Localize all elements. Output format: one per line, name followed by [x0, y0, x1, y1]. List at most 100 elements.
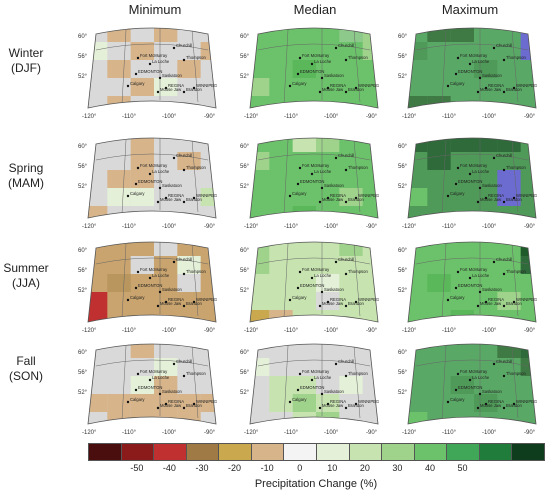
city-marker: [134, 182, 138, 186]
lon-tick-label: -120°: [82, 114, 97, 120]
row-title-winter: Winter (DJF): [0, 46, 52, 76]
colorbar-tick-label: -50: [130, 463, 144, 473]
lat-tick-label: 52°: [240, 74, 250, 80]
city-label: Moose Jaw: [480, 301, 502, 306]
precip-cell: [292, 412, 316, 424]
lon-tick-label: -90°: [366, 430, 378, 436]
city-label: Moose Jaw: [160, 403, 182, 408]
city-marker: [468, 172, 472, 176]
lat-tick-label: 60°: [78, 34, 88, 40]
lat-tick-label: 60°: [78, 144, 88, 150]
precip-cell: [107, 28, 131, 42]
city-label: Saskatoon: [482, 183, 502, 188]
colorbar-swatch: [120, 443, 155, 461]
row-title-line: Fall: [16, 354, 36, 368]
city-label: WINNIPEG: [196, 193, 217, 198]
border-line: [257, 359, 371, 367]
lon-tick-label: -90°: [204, 328, 216, 334]
city-marker: [484, 402, 488, 406]
city-marker: [478, 290, 482, 294]
city-marker: [158, 186, 162, 190]
city-label: La Loche: [152, 273, 170, 278]
map-outline: [249, 343, 379, 425]
city-marker: [148, 62, 152, 66]
city-marker: [354, 196, 358, 200]
city-label: Brandon: [506, 301, 523, 306]
lat-tick-label: 52°: [240, 288, 250, 294]
city-label: Thompson: [186, 165, 206, 170]
city-label: Thompson: [348, 165, 368, 170]
city-label: La Loche: [314, 59, 332, 64]
map-panel-summer-max: Churchill Fort McMurray La Loche Thompson ED…: [398, 232, 538, 334]
map-outline: [407, 343, 537, 425]
city-marker: [288, 298, 292, 302]
city-label: Brandon: [186, 403, 203, 408]
city-label: Fort McMurray: [460, 163, 488, 168]
map-panel-fall-min: Churchill Fort McMurray La Loche Thompson ED…: [78, 334, 218, 436]
colorbar-swatch: [478, 443, 513, 461]
city-marker: [446, 84, 450, 88]
lat-tick-label: 56°: [78, 268, 88, 274]
precip-cell: [130, 412, 154, 424]
border-line: [353, 139, 361, 213]
city-label: REGINA: [330, 193, 346, 198]
city-marker: [320, 392, 324, 396]
city-label: REGINA: [488, 193, 504, 198]
colorbar-tick-label: -30: [195, 463, 209, 473]
city-marker: [182, 374, 186, 378]
lon-tick-label: -100°: [324, 430, 339, 436]
city-label: Fort McMurray: [302, 369, 330, 374]
city-label: Churchill: [176, 153, 192, 158]
city-marker: [446, 400, 450, 404]
city-marker: [476, 200, 480, 204]
city-label: REGINA: [168, 297, 184, 302]
precip-cell: [497, 344, 521, 358]
border-line: [257, 257, 371, 265]
border-line: [511, 345, 519, 419]
city-label: Calgary: [292, 295, 307, 300]
map-outline: [249, 137, 379, 219]
colorbar-swatch: [250, 443, 285, 461]
precip-cell: [450, 310, 474, 322]
lon-tick-label: -90°: [204, 114, 216, 120]
lon-tick-label: -110°: [284, 430, 299, 436]
precip-cell: [107, 60, 131, 78]
precip-cell: [130, 394, 154, 412]
city-label: Saskatoon: [482, 73, 502, 78]
city-marker: [512, 196, 516, 200]
precip-cell: [107, 274, 131, 292]
border-line: [191, 139, 199, 213]
city-label: Churchill: [338, 43, 354, 48]
city-label: Thompson: [506, 165, 526, 170]
row-title-line: Summer: [3, 261, 49, 275]
lon-tick-label: -90°: [204, 224, 216, 230]
city-label: REGINA: [168, 399, 184, 404]
lon-tick-label: -120°: [402, 114, 417, 120]
lat-tick-label: 52°: [398, 184, 408, 190]
precip-cell: [130, 344, 154, 358]
row-title-line: (MAM): [8, 176, 44, 190]
city-label: Calgary: [450, 295, 465, 300]
map-panel-winter-med: Churchill Fort McMurray La Loche Thompson ED…: [240, 18, 380, 120]
city-label: Moose Jaw: [160, 301, 182, 306]
city-marker: [172, 362, 176, 366]
city-marker: [502, 58, 506, 62]
lon-tick-label: -110°: [442, 430, 457, 436]
precip-cell: [200, 188, 216, 206]
colorbar-swatch: [413, 443, 448, 461]
city-label: EDMONTON: [458, 69, 482, 74]
lon-tick-label: -100°: [162, 114, 177, 120]
precip-cell: [130, 152, 154, 170]
city-marker: [320, 290, 324, 294]
lon-tick-label: -110°: [122, 114, 137, 120]
city-marker: [454, 388, 458, 392]
city-marker: [334, 156, 338, 160]
lon-tick-label: -110°: [122, 328, 137, 334]
city-marker: [182, 406, 186, 410]
precip-cell: [200, 394, 216, 412]
